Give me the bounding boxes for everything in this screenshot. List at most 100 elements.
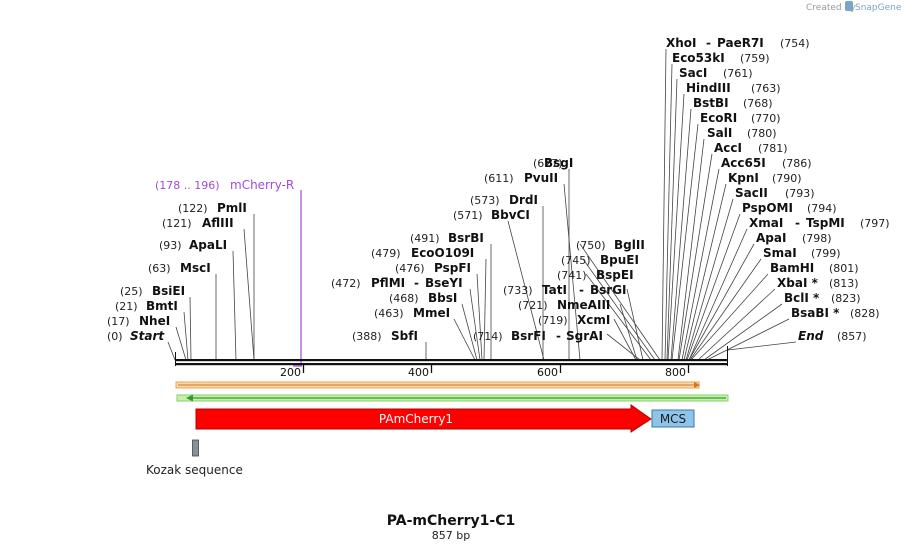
site-bbsi[interactable]: BbsI: [428, 291, 457, 305]
site-bspei[interactable]: BspEI: [596, 268, 634, 282]
site-pos: (714): [473, 330, 503, 343]
site-pos: (573): [470, 194, 500, 207]
primer-name[interactable]: mCherry-R: [230, 178, 294, 192]
site-apai[interactable]: ApaI: [756, 231, 786, 245]
pamcherry1-feature-arrow[interactable]: [195, 404, 652, 433]
primer-range: (178 .. 196): [155, 179, 220, 192]
tick-label: 200: [280, 366, 301, 379]
site-pos: (388): [352, 330, 382, 343]
site-acci[interactable]: AccI: [714, 141, 742, 155]
site-pos: (468): [389, 292, 419, 305]
site-separator: -: [795, 216, 800, 230]
site-pos: (627): [533, 157, 563, 170]
site-mmei[interactable]: MmeI: [413, 306, 450, 320]
map-length: 857 bp: [432, 529, 470, 542]
site-separator: -: [706, 36, 711, 50]
site-pos: (571): [453, 209, 483, 222]
site-pos: (463): [374, 307, 404, 320]
site-afliii[interactable]: AflIII: [202, 216, 234, 230]
feature-label: PAmCherry1: [379, 412, 453, 426]
site-bmti[interactable]: BmtI: [146, 299, 178, 313]
sequence-start: Start: [130, 329, 165, 343]
site-sbfi[interactable]: SbfI: [391, 329, 418, 343]
site-bsrgi[interactable]: BsrGI: [590, 283, 627, 297]
site-pos: (122): [178, 202, 208, 215]
site-pos: (813): [829, 277, 859, 290]
site-tspmi[interactable]: TspMI: [806, 216, 845, 230]
site-pspfi[interactable]: PspFI: [434, 261, 471, 275]
site-pos: (828): [850, 307, 880, 320]
site-pos: (17): [107, 315, 130, 328]
site-bglii[interactable]: BglII: [614, 238, 645, 252]
site-pos: (476): [395, 262, 425, 275]
site-nmeaiii[interactable]: NmeAIII: [557, 298, 610, 312]
site-bpuei[interactable]: BpuEI: [600, 253, 639, 267]
site-bcli[interactable]: BclI *: [784, 291, 820, 305]
site-xcmi[interactable]: XcmI: [577, 313, 610, 327]
site-saci[interactable]: SacI: [679, 66, 707, 80]
site-kpni[interactable]: KpnI: [728, 171, 759, 185]
site-bsabi[interactable]: BsaBI *: [791, 306, 840, 320]
site-connectors: [167, 48, 797, 361]
site-xhoi[interactable]: XhoI: [666, 36, 697, 50]
site-acc65i[interactable]: Acc65I: [721, 156, 766, 170]
site-ecoo109i[interactable]: EcoO109I: [411, 246, 474, 260]
site-pos: (750): [576, 239, 606, 252]
site-msci[interactable]: MscI: [180, 261, 211, 275]
site-pos: (745): [561, 254, 591, 267]
mcs-feature[interactable]: [651, 409, 695, 428]
site-sacii[interactable]: SacII: [735, 186, 768, 200]
site-drdi[interactable]: DrdI: [509, 193, 538, 207]
site-bsrbi[interactable]: BsrBI: [448, 231, 484, 245]
site-hindiii[interactable]: HindIII: [686, 81, 731, 95]
left-site-labels: (122) PmlI (121) AflIII (93) ApaLI (63) …: [107, 201, 247, 343]
site-pos: (781): [758, 142, 788, 155]
site-sgrai[interactable]: SgrAI: [566, 329, 603, 343]
site-pmli[interactable]: PmlI: [217, 201, 247, 215]
site-tati[interactable]: TatI: [542, 283, 567, 297]
site-pflmi[interactable]: PflMI: [371, 276, 405, 290]
site-sali[interactable]: SalI: [707, 126, 732, 140]
kozak-feature[interactable]: [192, 439, 199, 457]
site-paer7i[interactable]: PaeR7I: [717, 36, 764, 50]
site-ecori[interactable]: EcoRI: [700, 111, 737, 125]
site-pos: (721): [518, 299, 548, 312]
site-pos: (21): [115, 300, 138, 313]
site-pspomi[interactable]: PspOMI: [742, 201, 793, 215]
site-pos: (763): [751, 82, 781, 95]
site-pos: (790): [772, 172, 802, 185]
site-pos: (479): [371, 247, 401, 260]
site-bamhi[interactable]: BamHI: [770, 261, 814, 275]
site-bsgi[interactable]: BsgI: [544, 156, 573, 170]
snapgene-logo-icon: [845, 1, 853, 11]
site-bsrfi[interactable]: BsrFI: [511, 329, 546, 343]
site-pos: (93): [159, 239, 182, 252]
tick-label: 400: [408, 366, 429, 379]
site-pos: (799): [811, 247, 841, 260]
sequence-end: End: [798, 329, 824, 343]
site-bstbi[interactable]: BstBI: [693, 96, 729, 110]
mcs-label: MCS: [660, 412, 686, 426]
site-xbai[interactable]: XbaI *: [777, 276, 819, 290]
site-eco53ki[interactable]: Eco53kI: [672, 51, 725, 65]
site-pos: (741): [557, 269, 587, 282]
site-pos: (770): [751, 112, 781, 125]
site-nhei[interactable]: NheI: [139, 314, 170, 328]
site-bseyi[interactable]: BseYI: [425, 276, 463, 290]
orange-arrowhead-icon: [694, 382, 700, 388]
site-bbvci[interactable]: BbvCI: [491, 208, 530, 222]
site-pos: (793): [785, 187, 815, 200]
map-title: PA-mCherry1-C1: [387, 513, 515, 529]
site-pos: (472): [331, 277, 361, 290]
site-apali[interactable]: ApaLI: [189, 238, 227, 252]
site-pos: (780): [747, 127, 777, 140]
middle-site-labels: (627) BsgI (611) PvuII (573) DrdI (571) …: [331, 156, 645, 343]
site-pos: (794): [807, 202, 837, 215]
site-smai[interactable]: SmaI: [763, 246, 797, 260]
site-pvuii[interactable]: PvuII: [524, 171, 558, 185]
site-bsiei[interactable]: BsiEI: [152, 284, 185, 298]
tick-label: 600: [537, 366, 558, 379]
site-pos: (754): [780, 37, 810, 50]
site-pos: (121): [162, 217, 192, 230]
site-xmai[interactable]: XmaI: [749, 216, 783, 230]
